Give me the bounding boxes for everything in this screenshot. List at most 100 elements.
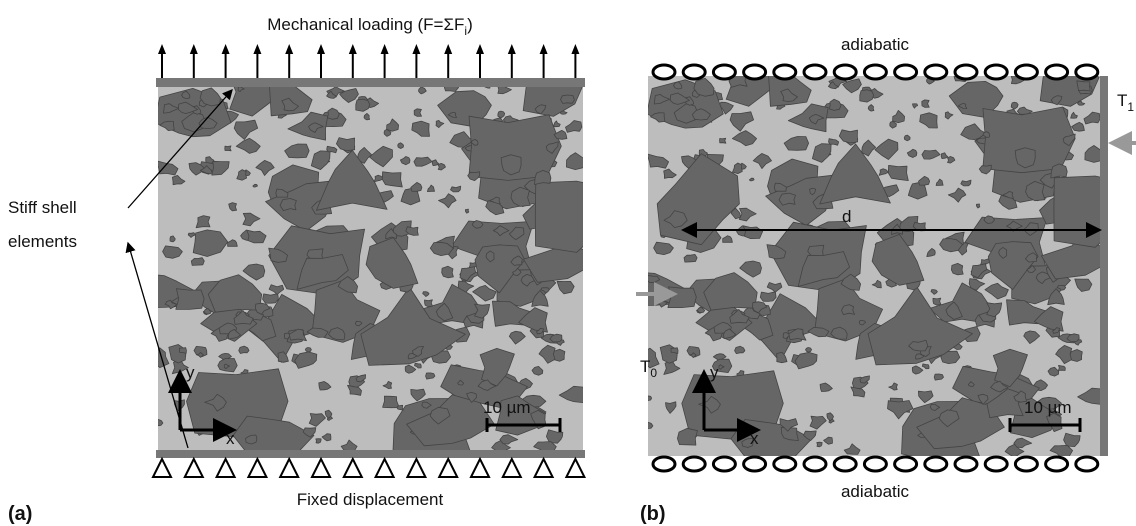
roller xyxy=(1015,457,1037,471)
arrow-head xyxy=(349,44,357,54)
supports xyxy=(153,459,584,477)
roller xyxy=(834,457,856,471)
panel-label: (a) xyxy=(8,503,32,525)
pore xyxy=(933,298,941,305)
arrow-head xyxy=(253,44,261,54)
roller xyxy=(834,65,856,79)
load-arrows xyxy=(158,44,579,78)
roller xyxy=(653,457,675,471)
pore xyxy=(382,172,402,187)
t1-main: T xyxy=(1117,91,1127,110)
pore xyxy=(225,146,231,151)
support xyxy=(503,459,521,477)
pore xyxy=(263,294,279,304)
support xyxy=(407,459,425,477)
pore xyxy=(671,348,678,354)
roller xyxy=(774,65,796,79)
pore xyxy=(425,300,433,307)
axis-y-label: y xyxy=(710,363,719,382)
roller xyxy=(1046,457,1068,471)
support xyxy=(535,459,553,477)
arrow-head xyxy=(540,44,548,54)
shell-label: Stiff shell xyxy=(8,198,77,217)
roller xyxy=(925,65,947,79)
support xyxy=(471,459,489,477)
roller xyxy=(713,65,735,79)
pore xyxy=(684,254,697,262)
pore xyxy=(561,95,575,103)
support xyxy=(280,459,298,477)
roller xyxy=(713,457,735,471)
pore xyxy=(196,216,210,228)
pore xyxy=(951,263,963,275)
support xyxy=(439,459,457,477)
top-label: adiabatic xyxy=(841,35,910,54)
bottom-label: Fixed displacement xyxy=(297,490,444,509)
bottom-label: adiabatic xyxy=(841,482,910,501)
pore xyxy=(535,170,551,184)
support xyxy=(376,459,394,477)
pore xyxy=(1058,365,1065,370)
arrow-head xyxy=(381,44,389,54)
shell-label: elements xyxy=(8,232,77,251)
pore xyxy=(806,348,812,353)
support xyxy=(312,459,330,477)
pore xyxy=(316,439,321,444)
pore xyxy=(176,289,204,310)
arrow-head xyxy=(571,44,579,54)
pore xyxy=(153,419,163,425)
pore xyxy=(442,266,454,278)
roller xyxy=(1076,457,1098,471)
arrow-head xyxy=(412,44,420,54)
d-label: d xyxy=(842,207,851,226)
pore xyxy=(720,138,726,143)
axis-y-label: y xyxy=(186,363,195,382)
scale-label: 10 µm xyxy=(483,398,531,417)
roller xyxy=(744,457,766,471)
roller xyxy=(895,65,917,79)
pore xyxy=(383,396,400,408)
support xyxy=(185,459,203,477)
axis-x-label: x xyxy=(226,429,235,448)
t0-sub: 0 xyxy=(650,366,657,380)
roller xyxy=(774,457,796,471)
roller xyxy=(955,457,977,471)
scale-label: 10 µm xyxy=(1024,398,1072,417)
pore xyxy=(397,405,403,410)
roller xyxy=(955,65,977,79)
roller xyxy=(864,65,886,79)
pore xyxy=(414,109,421,117)
roller xyxy=(653,65,675,79)
roller xyxy=(985,457,1007,471)
pore xyxy=(465,209,468,213)
support xyxy=(248,459,266,477)
roller xyxy=(1046,65,1068,79)
roller xyxy=(744,65,766,79)
support xyxy=(153,459,171,477)
loading-label: Mechanical loading (F=ΣFi) xyxy=(267,15,472,38)
roller xyxy=(683,65,705,79)
top-shell xyxy=(156,78,585,87)
pore xyxy=(817,442,822,447)
arrow-head xyxy=(222,44,230,54)
pore xyxy=(179,348,186,354)
pore xyxy=(280,199,296,211)
pore xyxy=(305,348,311,353)
pore xyxy=(779,193,796,205)
arrow-head xyxy=(158,44,166,54)
support xyxy=(566,459,584,477)
roller xyxy=(925,457,947,471)
arrow-head xyxy=(444,44,452,54)
bottom-shell xyxy=(156,450,585,458)
pore xyxy=(191,258,204,266)
heated-edge xyxy=(1100,76,1108,456)
pore xyxy=(1054,176,1136,247)
t0-main: T xyxy=(640,357,650,376)
loading-end: ) xyxy=(467,15,473,34)
pore xyxy=(1051,164,1067,178)
roller xyxy=(683,457,705,471)
t1-label: T1 xyxy=(1117,91,1134,114)
pore xyxy=(888,165,908,180)
pore xyxy=(1077,81,1090,91)
pore xyxy=(643,422,653,428)
